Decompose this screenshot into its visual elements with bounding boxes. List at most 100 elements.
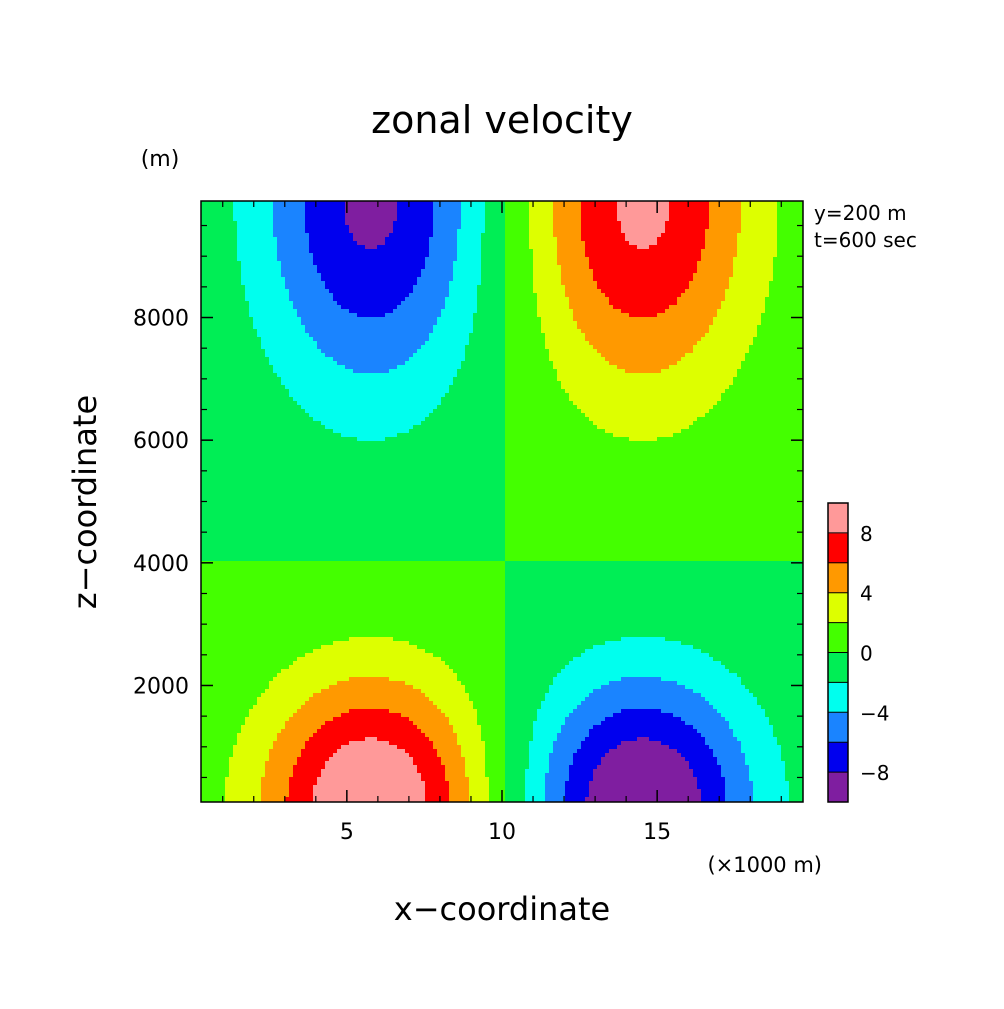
contour-cell <box>625 281 630 286</box>
contour-cell <box>465 297 470 302</box>
contour-cell <box>533 257 538 262</box>
contour-cell <box>537 289 542 294</box>
contour-cell <box>525 265 530 270</box>
contour-cell <box>541 253 546 258</box>
contour-cell <box>537 209 542 214</box>
contour-cell <box>261 301 266 306</box>
contour-cell <box>421 201 426 206</box>
contour-cell <box>225 265 230 270</box>
contour-cell <box>373 241 378 246</box>
contour-cell <box>269 245 274 250</box>
contour-cell <box>381 329 386 334</box>
contour-cell <box>721 225 726 230</box>
contour-cell <box>741 313 746 318</box>
contour-cell <box>329 329 334 334</box>
contour-cell <box>565 289 570 294</box>
contour-cell <box>797 325 802 330</box>
contour-cell <box>777 261 782 266</box>
contour-cell <box>513 261 518 266</box>
contour-cell <box>273 329 278 334</box>
contour-cell <box>325 201 330 206</box>
contour-cell <box>485 277 490 282</box>
contour-cell <box>777 301 782 306</box>
contour-cell <box>397 325 402 330</box>
contour-cell <box>465 261 470 266</box>
contour-cell <box>349 329 354 334</box>
contour-cell <box>673 285 678 290</box>
contour-cell <box>497 237 502 242</box>
contour-cell <box>513 229 518 234</box>
contour-cell <box>241 257 246 262</box>
contour-cell <box>641 221 646 226</box>
contour-cell <box>289 257 294 262</box>
contour-cell <box>417 241 422 246</box>
contour-cell <box>605 325 610 330</box>
contour-cell <box>297 261 302 266</box>
contour-cell <box>789 265 794 270</box>
contour-cell <box>729 257 734 262</box>
contour-cell <box>681 293 686 298</box>
contour-cell <box>317 325 322 330</box>
contour-cell <box>401 297 406 302</box>
contour-cell <box>697 245 702 250</box>
contour-cell <box>797 221 802 226</box>
contour-cell <box>273 209 278 214</box>
contour-cell <box>621 313 626 318</box>
contour-cell <box>277 301 282 306</box>
contour-cell <box>225 329 230 334</box>
contour-cell <box>405 269 410 274</box>
contour-cell <box>693 209 698 214</box>
contour-cell <box>725 245 730 250</box>
contour-cell <box>605 277 610 282</box>
contour-cell <box>501 277 506 282</box>
contour-cell <box>237 305 242 310</box>
contour-cell <box>385 273 390 278</box>
contour-cell <box>425 317 430 322</box>
contour-cell <box>641 233 646 238</box>
contour-cell <box>745 225 750 230</box>
contour-cell <box>273 237 278 242</box>
contour-cell <box>697 293 702 298</box>
contour-cell <box>245 281 250 286</box>
contour-cell <box>205 329 210 334</box>
contour-cell <box>585 269 590 274</box>
contour-cell <box>557 249 562 254</box>
contour-cell <box>769 325 774 330</box>
contour-cell <box>733 237 738 242</box>
contour-cell <box>317 301 322 306</box>
contour-cell <box>425 281 430 286</box>
contour-cell <box>229 205 234 210</box>
contour-cell <box>477 265 482 270</box>
contour-cell <box>221 213 226 218</box>
contour-cell <box>733 313 738 318</box>
contour-cell <box>601 269 606 274</box>
contour-cell <box>357 281 362 286</box>
contour-cell <box>673 293 678 298</box>
contour-cell <box>225 233 230 238</box>
contour-cell <box>253 201 258 206</box>
contour-cell <box>661 237 666 242</box>
contour-cell <box>469 209 474 214</box>
contour-cell <box>781 325 786 330</box>
contour-cell <box>641 245 646 250</box>
contour-cell <box>369 305 374 310</box>
contour-cell <box>585 305 590 310</box>
contour-cell <box>749 237 754 242</box>
contour-cell <box>529 201 534 206</box>
contour-cell <box>565 217 570 222</box>
contour-cell <box>777 249 782 254</box>
contour-cell <box>369 233 374 238</box>
contour-cell <box>369 221 374 226</box>
contour-cell <box>401 237 406 242</box>
contour-cell <box>557 241 562 246</box>
contour-cell <box>245 229 250 234</box>
contour-cell <box>481 317 486 322</box>
contour-cell <box>497 321 502 326</box>
contour-cell <box>713 257 718 262</box>
contour-cell <box>365 245 370 250</box>
contour-cell <box>697 313 702 318</box>
contour-cell <box>569 233 574 238</box>
contour-cell <box>657 205 662 210</box>
contour-cell <box>285 273 290 278</box>
contour-cell <box>649 249 654 254</box>
